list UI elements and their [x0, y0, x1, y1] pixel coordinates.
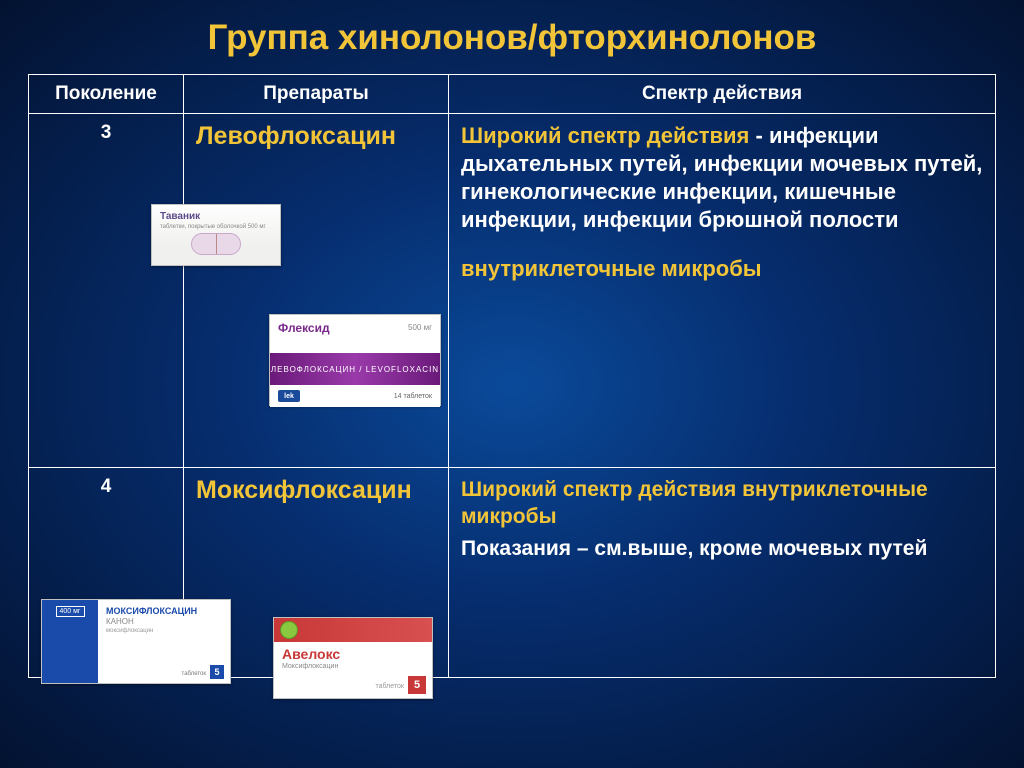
package-brand: Авелокс — [282, 646, 424, 662]
package-avelox: Авелокс Моксифлоксацин таблеток 5 — [273, 617, 433, 699]
cell-spectrum-3: Широкий спектр действия - инфекции дыхат… — [449, 114, 996, 468]
package-sub: моксифлоксацин — [106, 628, 222, 634]
package-stripe: ЛЕВОФЛОКСАЦИН / LEVOFLOXACIN — [270, 353, 440, 385]
spectrum-lead: Широкий спектр действия — [461, 123, 749, 148]
package-detail: таблетки, покрытые оболочкой 500 мг — [160, 224, 272, 231]
package-count-label: таблеток — [182, 671, 206, 677]
cell-generation-3: 3 — [29, 114, 184, 468]
package-qty: 14 таблеток — [394, 393, 432, 400]
cell-drug-levofloxacin: Левофлоксацин — [184, 114, 449, 468]
package-brand: Таваник — [160, 211, 272, 222]
package-dose: 500 мг — [408, 323, 432, 332]
slide-title: Группа хинолонов/фторхинолонов — [28, 18, 996, 58]
spectrum-line1: Широкий спектр действия внутриклеточные … — [461, 476, 983, 531]
package-count: 5 — [408, 676, 426, 694]
package-count-label: таблеток — [375, 683, 404, 690]
col-header-spectrum: Спектр действия — [449, 75, 996, 114]
col-header-generation: Поколение — [29, 75, 184, 114]
spectrum-extra: внутриклеточные микробы — [461, 255, 983, 284]
package-sub: Моксифлоксацин — [282, 663, 424, 670]
table-header-row: Поколение Препараты Спектр действия — [29, 75, 996, 114]
spectrum-text: Широкий спектр действия - инфекции дыхат… — [461, 122, 983, 235]
package-brand: МОКСИФЛОКСАЦИН — [106, 606, 222, 616]
package-tavanic: Таваник таблетки, покрытые оболочкой 500… — [151, 204, 281, 266]
drug-name-label: Левофлоксацин — [196, 122, 396, 150]
pill-icon — [191, 233, 241, 255]
package-brand: Флексид — [278, 321, 330, 335]
bayer-logo-icon — [280, 621, 298, 639]
package-moxifloxacin-canon: 400 мг МОКСИФЛОКСАЦИН КАНОН моксифлоксац… — [41, 599, 231, 684]
package-dose: 400 мг — [56, 606, 85, 617]
package-count: 5 — [210, 665, 224, 679]
package-variant: КАНОН — [106, 617, 222, 626]
package-flexid: Флексид 500 мг ЛЕВОФЛОКСАЦИН / LEVOFLOXA… — [269, 314, 441, 406]
table-row: 3 Левофлоксацин Широкий спектр действия … — [29, 114, 996, 468]
manufacturer-logo: lek — [278, 390, 300, 402]
col-header-drugs: Препараты — [184, 75, 449, 114]
spectrum-line2: Показания – см.выше, кроме мочевых путей — [461, 535, 983, 562]
drug-name-label: Моксифлоксацин — [196, 476, 412, 504]
drug-table: Поколение Препараты Спектр действия 3 Ле… — [28, 74, 996, 678]
cell-spectrum-4: Широкий спектр действия внутриклеточные … — [449, 468, 996, 678]
